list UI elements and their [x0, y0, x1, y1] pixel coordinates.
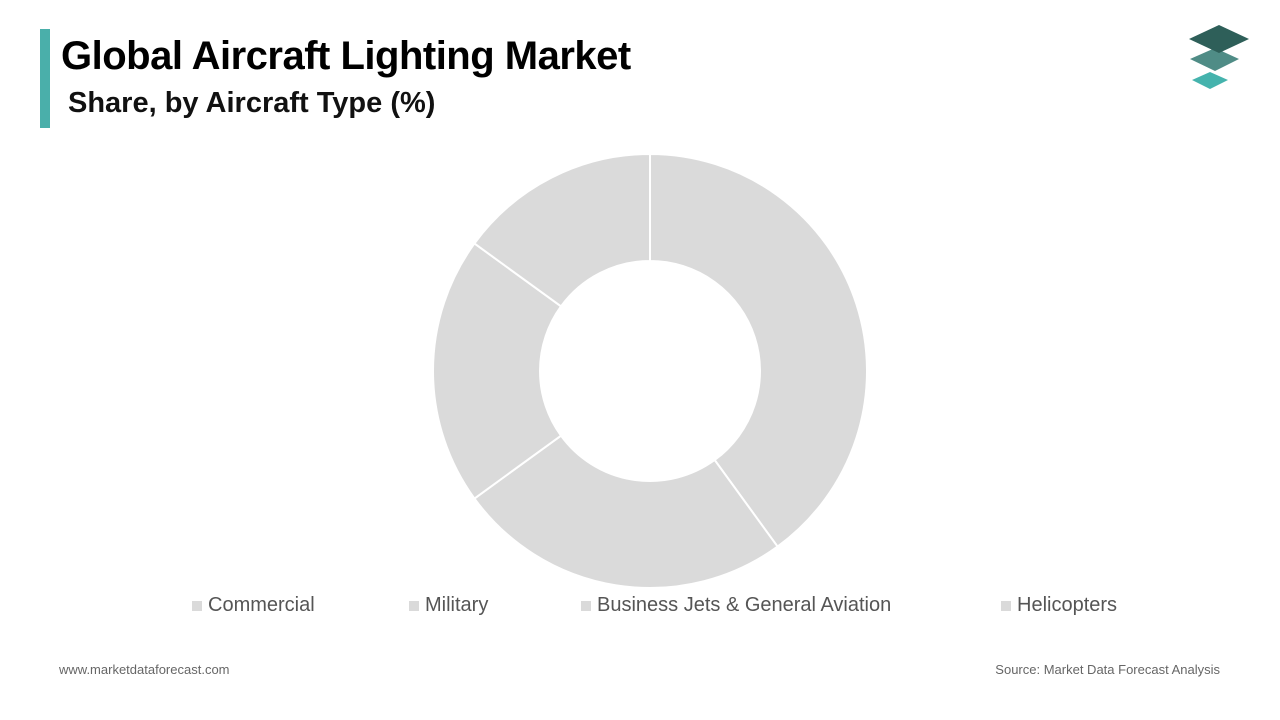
donut-slices [432, 152, 868, 589]
title-accent-bar [40, 29, 50, 128]
legend-label-commercial: Commercial [208, 594, 315, 616]
donut-slice-military[interactable] [473, 434, 779, 589]
logo-middle-layer [1190, 48, 1239, 71]
legend-item-helicopters[interactable]: Helicopters [1001, 594, 1117, 617]
legend-label-helicopters: Helicopters [1017, 594, 1118, 616]
donut-slice-helicopters[interactable] [473, 152, 651, 308]
stacked-layers-logo-icon [1189, 25, 1249, 89]
footer-website[interactable]: www.marketdataforecast.com [59, 662, 230, 677]
legend-swatch-commercial [192, 600, 202, 611]
page-title: Global Aircraft Lighting Market [61, 34, 631, 78]
legend-item-business-jets[interactable]: Business Jets & General Aviation [581, 594, 891, 617]
chart-legend: Commercial Military Business Jets & Gene… [0, 594, 1280, 620]
legend-label-business-jets: Business Jets & General Aviation [597, 594, 892, 616]
legend-swatch-helicopters [1001, 600, 1011, 611]
page-subtitle: Share, by Aircraft Type (%) [68, 87, 436, 119]
legend-item-military[interactable]: Military [409, 594, 488, 617]
legend-item-commercial[interactable]: Commercial [192, 594, 315, 617]
donut-slice-commercial[interactable] [649, 152, 868, 548]
logo-bottom-layer [1192, 72, 1228, 89]
donut-slice-business-jets-general-aviation[interactable] [432, 242, 563, 500]
footer-source: Source: Market Data Forecast Analysis [995, 662, 1220, 677]
legend-swatch-military [409, 600, 419, 611]
legend-swatch-business-jets [581, 600, 591, 611]
logo-top-layer [1189, 25, 1249, 53]
legend-label-military: Military [425, 594, 489, 616]
